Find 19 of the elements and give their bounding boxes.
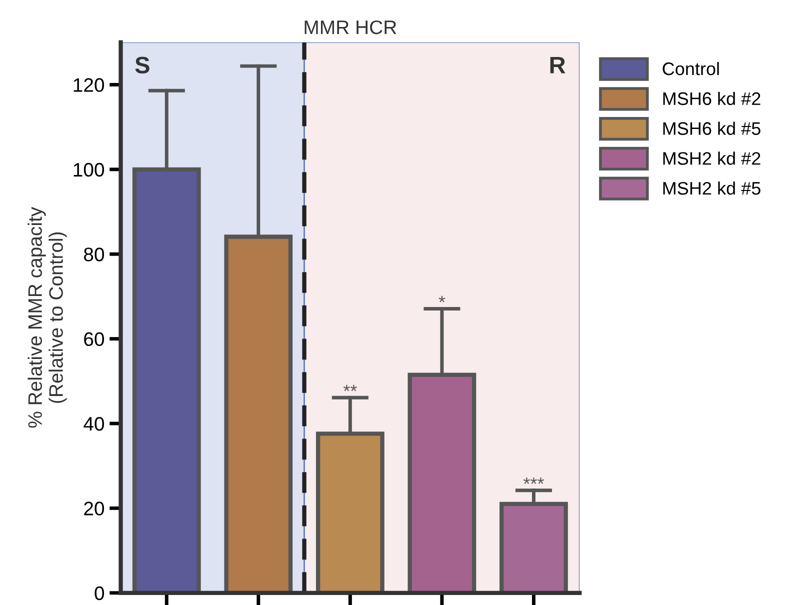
y-tick-label: 20 — [84, 502, 104, 516]
legend-label: Control — [662, 62, 719, 76]
y-tick-label: 100 — [74, 162, 104, 177]
legend-label: MSH2 kd #2 — [663, 152, 760, 165]
y-tick-label: 120 — [74, 78, 104, 92]
annotation: S — [135, 56, 150, 74]
y-tick-label: 0 — [94, 586, 104, 600]
y-tick-label: 80 — [84, 248, 104, 262]
annotation: ** — [343, 384, 357, 392]
y-axis-title: % Relative MMR capacity (Relative to Control) — [28, 206, 67, 428]
y-tick-label: 40 — [84, 416, 104, 431]
chart-title: MMR HCR — [304, 20, 396, 34]
legend-label: MSH2 kd #5 — [663, 181, 760, 195]
annotation: R — [550, 56, 566, 74]
annotation: * — [438, 296, 446, 302]
legend-label: MSH6 kd #2 — [663, 92, 760, 106]
annotation: *** — [523, 478, 544, 484]
y-tick-label: 60 — [84, 332, 104, 346]
legend-label: MSH6 kd #5 — [663, 122, 760, 135]
